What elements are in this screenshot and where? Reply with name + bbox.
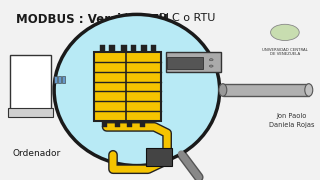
- Text: MODBUS : Versión RTU: MODBUS : Versión RTU: [16, 13, 168, 26]
- Bar: [131, 45, 136, 52]
- Circle shape: [271, 24, 299, 40]
- Text: PLC o RTU: PLC o RTU: [159, 13, 216, 23]
- Bar: [109, 45, 115, 52]
- Text: UNIVERSIDAD CENTRAL
DE VENEZUELA: UNIVERSIDAD CENTRAL DE VENEZUELA: [262, 48, 308, 56]
- Ellipse shape: [219, 84, 227, 96]
- Bar: [115, 121, 120, 127]
- Bar: [223, 84, 309, 96]
- Bar: [8, 108, 52, 117]
- Bar: [62, 76, 65, 83]
- Bar: [58, 76, 61, 83]
- Text: Jon Paolo
Daniela Rojas: Jon Paolo Daniela Rojas: [268, 113, 314, 128]
- Bar: [151, 45, 156, 52]
- Bar: [165, 52, 221, 72]
- Ellipse shape: [54, 14, 220, 166]
- Bar: [147, 148, 172, 166]
- Bar: [102, 121, 107, 127]
- Circle shape: [209, 65, 213, 67]
- Ellipse shape: [305, 84, 313, 96]
- Bar: [127, 121, 132, 127]
- Bar: [10, 55, 51, 109]
- Bar: [141, 45, 147, 52]
- Circle shape: [209, 59, 213, 61]
- Bar: [140, 121, 145, 127]
- Bar: [94, 52, 161, 121]
- Bar: [167, 57, 203, 69]
- Text: Ordenador: Ordenador: [12, 149, 61, 158]
- Bar: [100, 45, 105, 52]
- Bar: [54, 76, 57, 83]
- Bar: [121, 45, 127, 52]
